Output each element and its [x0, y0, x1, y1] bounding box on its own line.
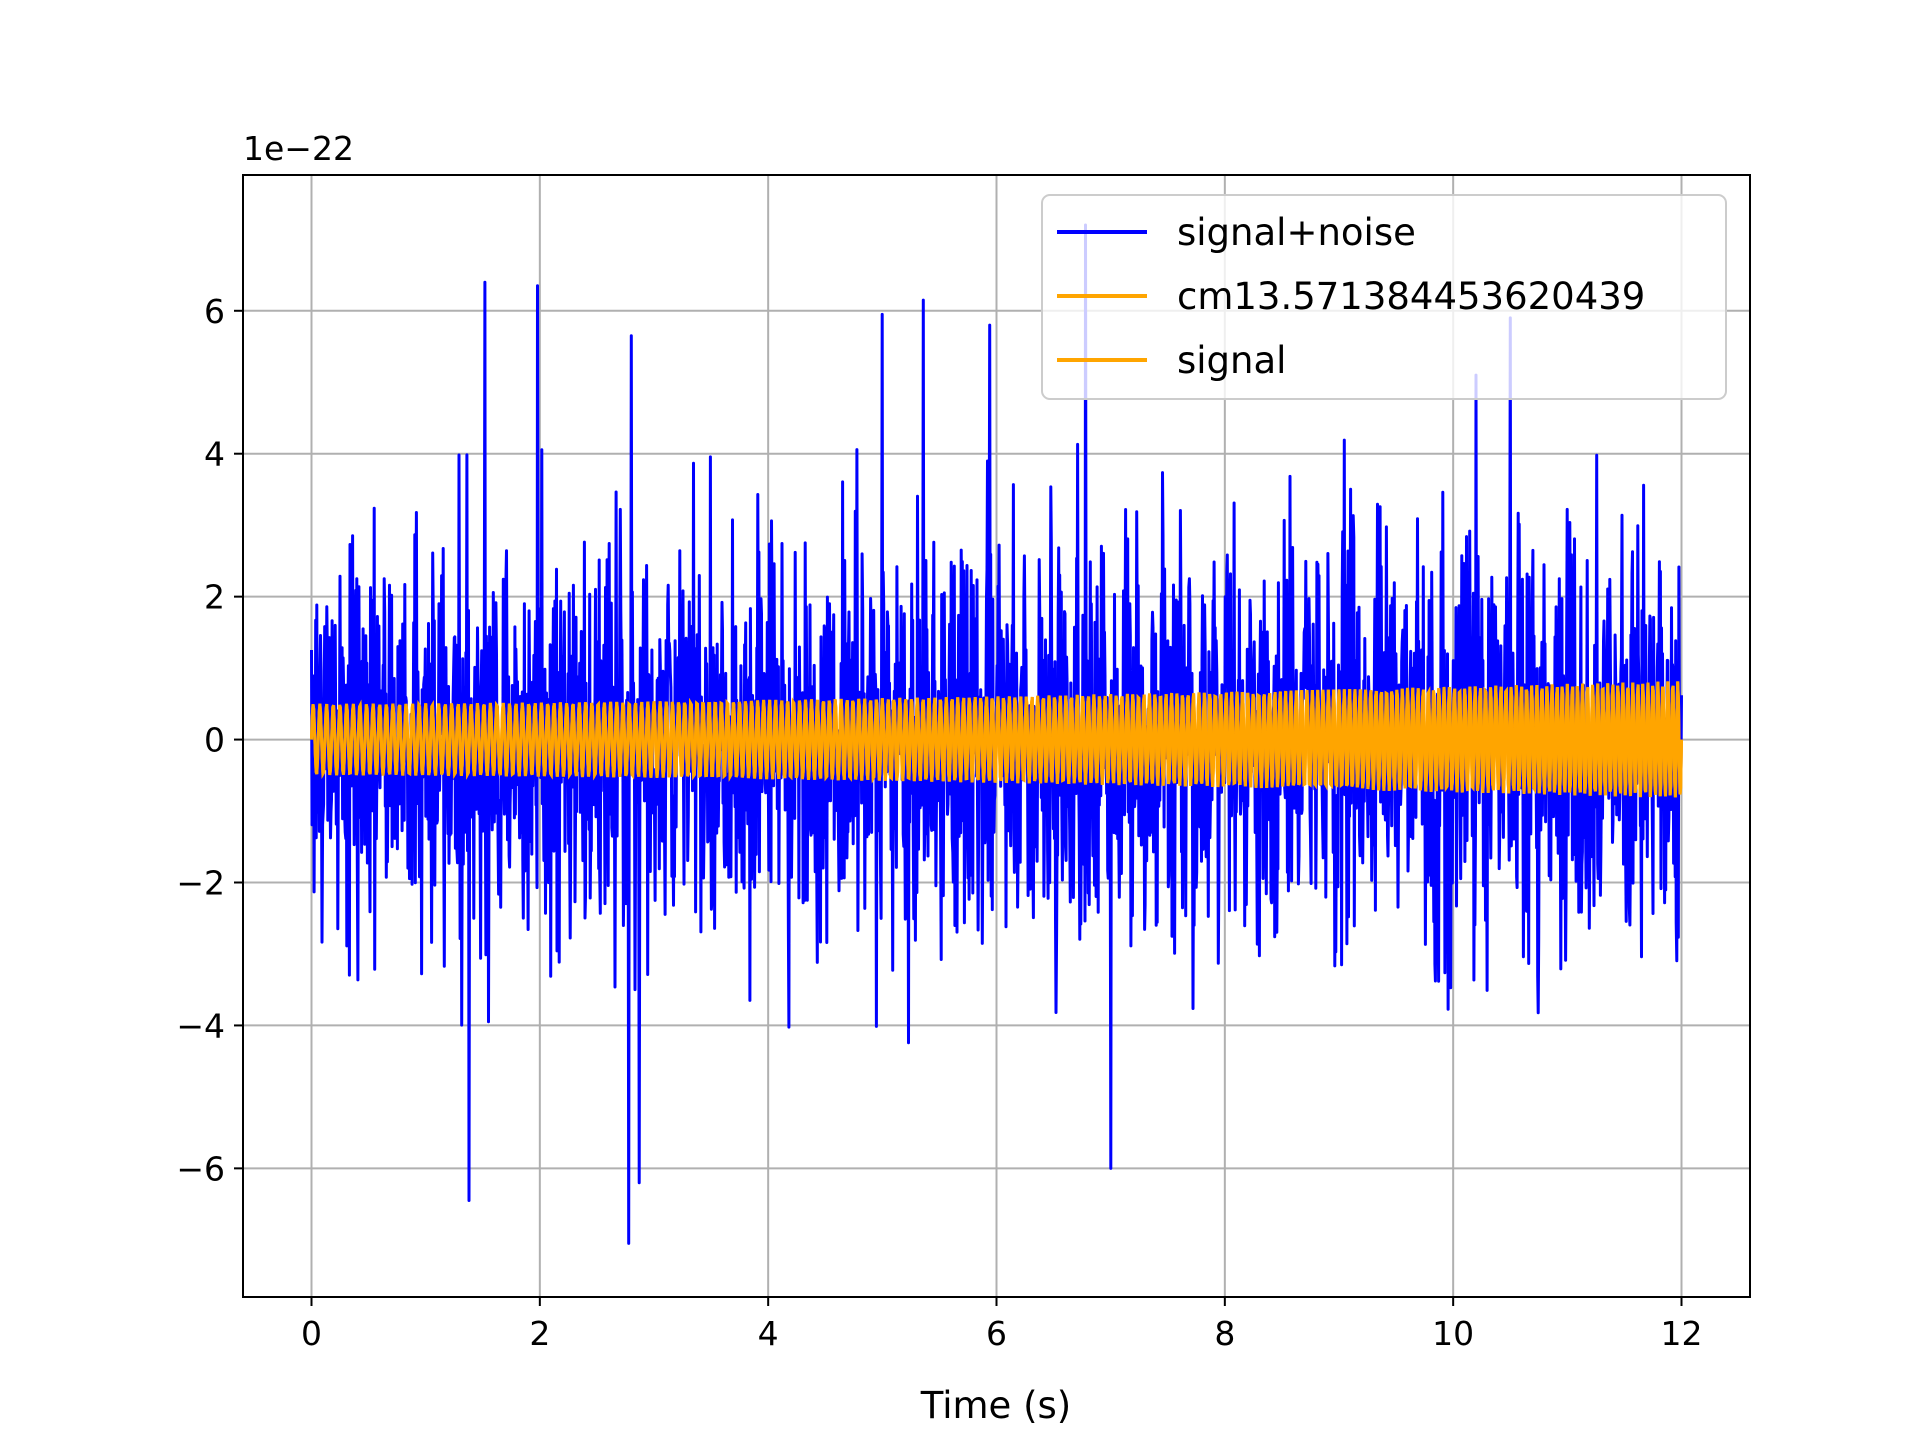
y-tick-label: −2 — [176, 864, 225, 903]
y-tick-label: −4 — [176, 1006, 225, 1045]
x-tick-label: 12 — [1661, 1314, 1703, 1353]
x-tick-label: 2 — [529, 1314, 550, 1353]
x-tick-label: 0 — [301, 1314, 322, 1353]
y-tick-label: −6 — [176, 1149, 225, 1188]
x-axis-label: Time (s) — [920, 1384, 1071, 1427]
y-tick-label: 6 — [204, 292, 225, 331]
y-tick-label: 0 — [204, 721, 225, 760]
ticks: 0 2 4 6 8 10 12 −6 −4 −2 0 2 4 6 — [176, 292, 1702, 1353]
y-tick-label: 4 — [204, 435, 225, 474]
legend: signal+noise cm13.571384453620439 signal — [1041, 194, 1727, 400]
legend-frame — [1041, 194, 1727, 400]
series-signal-line — [310, 681, 1683, 798]
legend-label: signal — [1177, 339, 1286, 382]
x-tick-label: 8 — [1214, 1314, 1235, 1353]
y-tick-label: 2 — [204, 578, 225, 617]
legend-label: cm13.571384453620439 — [1177, 275, 1645, 318]
x-tick-label: 6 — [986, 1314, 1007, 1353]
series-layer — [310, 223, 1683, 1245]
x-tick-label: 10 — [1432, 1314, 1474, 1353]
legend-label: signal+noise — [1177, 211, 1416, 254]
x-tick-label: 4 — [758, 1314, 779, 1353]
y-offset-label: 1e−22 — [243, 129, 354, 168]
